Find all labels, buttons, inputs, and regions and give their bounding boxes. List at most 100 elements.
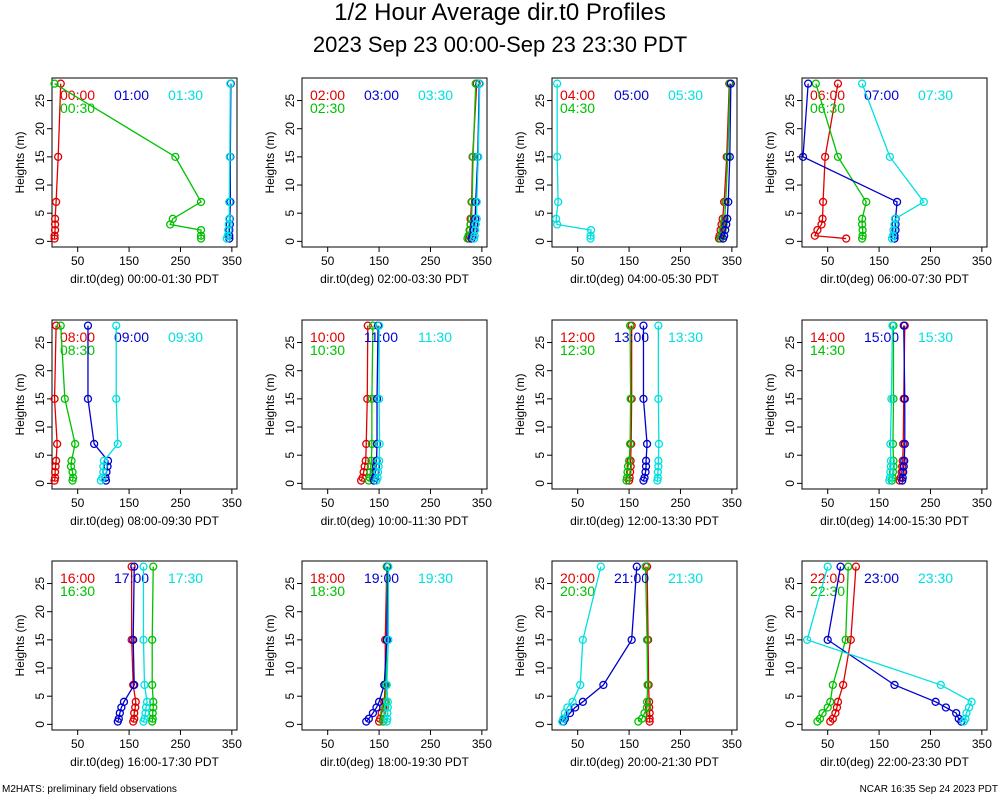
data-point — [50, 225, 60, 235]
data-point — [139, 635, 148, 645]
y-tick-label: 5 — [533, 210, 547, 217]
data-point — [622, 473, 632, 482]
data-point — [372, 439, 382, 449]
plot-frame — [801, 560, 988, 731]
y-axis-label: Heights (m) — [513, 614, 527, 676]
y-tick-label: 0 — [533, 480, 547, 487]
data-point — [898, 473, 907, 482]
data-point — [625, 439, 635, 449]
data-point — [472, 214, 481, 223]
data-point — [804, 79, 813, 88]
x-tick-label: 350 — [222, 496, 242, 510]
data-point — [900, 456, 909, 465]
legend-label: 22:00 — [810, 570, 845, 586]
x-tick-label: 150 — [119, 737, 139, 751]
legend-label: 10:30 — [310, 342, 345, 358]
data-point — [720, 231, 729, 240]
data-point — [554, 197, 563, 207]
x-axis-label: dir.t0(deg) 08:00-09:30 PDT — [70, 514, 219, 528]
legend-label: 06:30 — [810, 100, 845, 116]
data-point — [645, 714, 654, 723]
x-tick-label: 150 — [369, 496, 389, 510]
x-tick-label: 50 — [571, 254, 585, 268]
profile-line — [829, 566, 857, 722]
data-point — [367, 439, 377, 449]
y-tick-label: 15 — [533, 633, 547, 647]
y-tick-label: 5 — [283, 210, 297, 217]
data-point — [952, 708, 961, 718]
data-point — [846, 635, 855, 645]
data-point — [51, 197, 61, 207]
data-point — [842, 234, 851, 243]
data-point — [383, 697, 392, 706]
data-point — [50, 214, 60, 223]
x-tick-label: 150 — [369, 254, 389, 268]
data-point — [627, 635, 636, 645]
data-point — [586, 231, 595, 240]
data-point — [383, 703, 392, 712]
data-point — [654, 462, 663, 471]
data-point — [889, 225, 898, 235]
data-point — [471, 220, 480, 229]
legend-label: 08:30 — [60, 342, 95, 358]
data-point — [568, 697, 577, 706]
x-tick-label: 250 — [420, 496, 440, 510]
data-point — [720, 214, 729, 223]
data-point — [374, 697, 384, 706]
y-tick-label: 5 — [283, 693, 297, 700]
y-tick-label: 5 — [533, 693, 547, 700]
data-point — [642, 697, 652, 706]
data-point — [641, 462, 651, 471]
legend-label: 12:00 — [560, 329, 595, 345]
plot-frame — [51, 77, 238, 248]
profile-line — [562, 566, 638, 722]
legend-label: 02:00 — [310, 87, 345, 103]
x-tick-label: 350 — [472, 254, 492, 268]
legend-label: 03:00 — [364, 87, 399, 103]
data-point — [551, 214, 561, 223]
data-point — [817, 220, 826, 229]
y-tick-label: 10 — [283, 178, 297, 192]
data-point — [83, 394, 93, 404]
plot-frame — [551, 319, 738, 490]
panel: 50 150 250 350 0 5 10 15 20 25 dir.t0(deg) 06:00-0… — [763, 77, 992, 286]
legend-label: 13:30 — [668, 329, 703, 345]
x-tick-label: 250 — [170, 496, 190, 510]
data-point — [836, 562, 845, 571]
legend-label: 14:00 — [810, 329, 845, 345]
x-axis-label: dir.t0(deg) 06:00-07:30 PDT — [820, 272, 969, 286]
data-point — [99, 462, 108, 471]
legend-label: 05:30 — [668, 87, 703, 103]
y-tick-label: 10 — [33, 178, 47, 192]
legend-label: 13:00 — [614, 329, 649, 345]
data-point — [113, 439, 122, 449]
y-tick-label: 5 — [783, 452, 797, 459]
data-point — [936, 680, 945, 690]
data-point — [890, 214, 900, 223]
x-tick-label: 150 — [619, 737, 639, 751]
y-tick-label: 0 — [783, 721, 797, 728]
data-point — [851, 562, 861, 571]
y-tick-label: 10 — [533, 178, 547, 192]
y-tick-label: 0 — [533, 721, 547, 728]
legend-label: 23:30 — [918, 570, 953, 586]
y-tick-label: 10 — [783, 178, 797, 192]
data-point — [831, 708, 840, 718]
legend-label: 01:00 — [114, 87, 149, 103]
data-point — [643, 680, 652, 690]
data-point — [857, 79, 867, 88]
data-point — [382, 680, 391, 690]
y-tick-label: 25 — [533, 94, 547, 108]
x-tick-label: 350 — [722, 254, 742, 268]
data-point — [563, 703, 572, 712]
data-point — [899, 462, 908, 471]
data-point — [886, 439, 895, 449]
x-tick-label: 350 — [972, 254, 992, 268]
y-tick-label: 10 — [783, 661, 797, 675]
legend-label: 03:30 — [418, 87, 453, 103]
legend-label: 21:00 — [614, 570, 649, 586]
data-point — [129, 635, 138, 645]
y-tick-label: 5 — [33, 452, 47, 459]
data-point — [828, 680, 837, 690]
data-point — [374, 456, 384, 465]
